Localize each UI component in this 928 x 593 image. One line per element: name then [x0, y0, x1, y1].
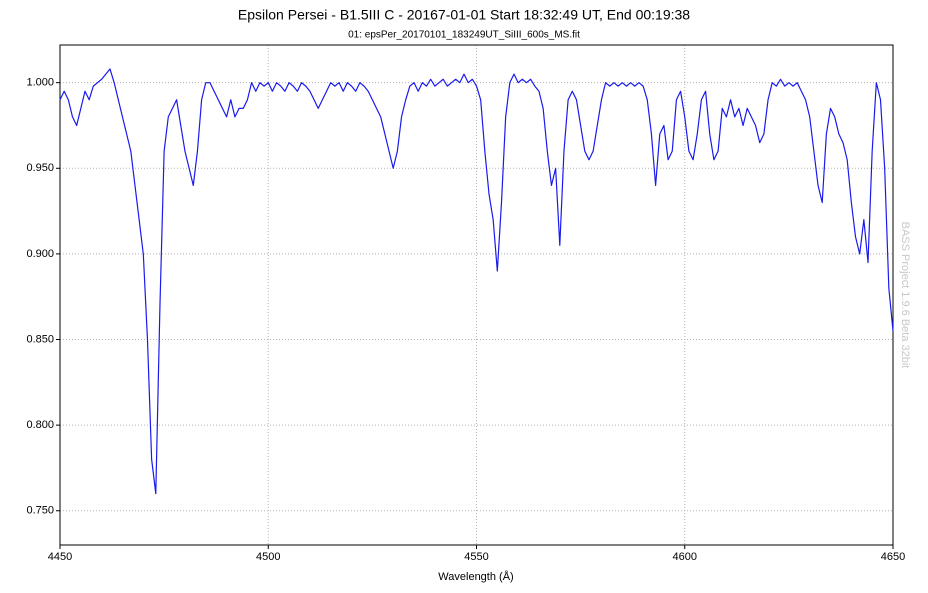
- y-tick-label: 0.750: [26, 505, 54, 517]
- x-tick-label: 4550: [464, 551, 488, 563]
- spectrum-line: [59, 68, 894, 495]
- y-tick-label: 1.000: [26, 77, 54, 89]
- x-axis-label: Wavelength (Å): [438, 570, 513, 583]
- chart-subtitle: 01: epsPer_20170101_183249UT_SiIII_600s_…: [348, 30, 580, 41]
- x-tick-label: 4650: [881, 551, 905, 563]
- y-tick-label: 0.950: [26, 162, 54, 174]
- x-tick-label: 4600: [673, 551, 697, 563]
- y-tick-label: 0.900: [26, 248, 54, 260]
- x-tick-label: 4450: [48, 551, 72, 563]
- plot-frame: [59, 44, 894, 546]
- watermark: BASS Project 1.9.6 Beta 32bit: [899, 222, 911, 369]
- x-tick-label: 4500: [256, 551, 280, 563]
- chart-title: Epsilon Persei - B1.5III C - 20167-01-01…: [238, 7, 690, 23]
- y-tick-label: 0.850: [26, 333, 54, 345]
- y-tick-label: 0.800: [26, 419, 54, 431]
